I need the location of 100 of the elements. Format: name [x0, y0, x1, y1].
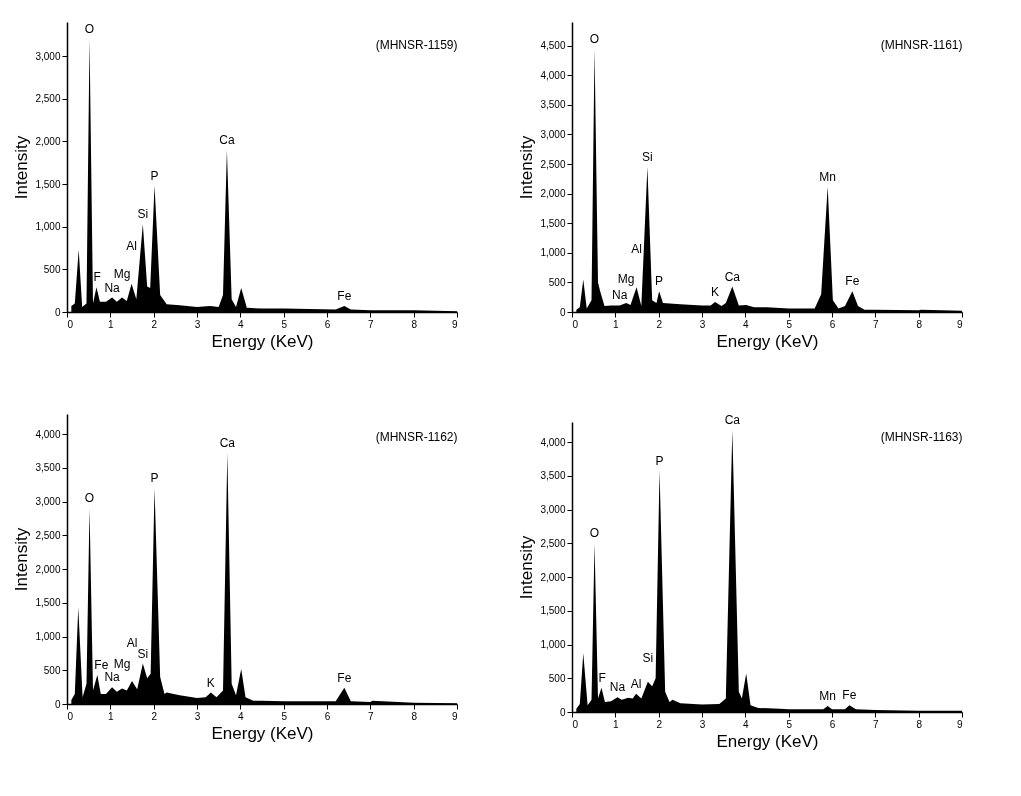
y-tick-label: 500	[43, 664, 61, 676]
y-tick-label: 3,000	[540, 504, 566, 516]
annotation: Na	[104, 670, 121, 685]
x-tick-label: 9	[956, 318, 963, 330]
annotation: Si	[642, 650, 654, 665]
x-tick-label: 3	[699, 318, 706, 330]
annotation: P	[150, 471, 159, 486]
annotation: Fe	[845, 274, 860, 289]
text: (MHNSR-1159)	[375, 38, 458, 52]
x-tick-label: 1	[108, 318, 115, 330]
x-tick-label: 9	[451, 318, 458, 330]
y-tick-label: 1,000	[540, 639, 566, 651]
x-tick-label: 8	[916, 318, 923, 330]
y-tick-label: 1,000	[35, 631, 61, 643]
x-tick-label: 0	[572, 318, 579, 330]
y-tick-label: 4,000	[35, 428, 61, 440]
x-tick-label: 6	[829, 318, 836, 330]
x-tick-label: 6	[324, 318, 331, 330]
x-tick-label: 3	[194, 710, 201, 722]
y-tick-label: 1,500	[540, 605, 566, 617]
annotation: Mg	[113, 657, 131, 672]
y-tick-label: 0	[54, 698, 61, 710]
annotation: Si	[137, 207, 149, 222]
y-tick-label: 1,000	[540, 247, 566, 259]
x-tick-label: 1	[613, 718, 620, 730]
annotation: P	[655, 453, 664, 468]
annotation: Mn	[819, 169, 836, 184]
x-tick-label: 7	[368, 710, 375, 722]
y-tick-label: 0	[559, 306, 566, 318]
x-tick-label: 9	[451, 710, 458, 722]
y-tick-label: 1,500	[540, 217, 566, 229]
annotation: F	[598, 670, 606, 685]
annotation: Al	[126, 636, 138, 651]
annotation: Fe	[337, 670, 352, 685]
y-tick-label: 3,500	[35, 462, 61, 474]
x-tick-label: 5	[786, 318, 793, 330]
annotation: Al	[630, 676, 642, 691]
annotation: K	[206, 675, 215, 690]
annotation: Ca	[219, 436, 236, 451]
x-tick-label: 8	[916, 718, 923, 730]
annotation: Fe	[337, 289, 352, 304]
y-axis-title: Intensity	[12, 527, 32, 592]
x-tick-label: 6	[324, 710, 331, 722]
annotation: Ca	[724, 413, 741, 428]
x-tick-label: 9	[956, 718, 963, 730]
y-tick-label: 1,500	[35, 597, 61, 609]
y-tick-label: 2,000	[540, 188, 566, 200]
x-tick-label: 2	[656, 318, 663, 330]
y-tick-label: 2,500	[35, 529, 61, 541]
annotation: Na	[609, 680, 626, 695]
annotation: P	[655, 274, 664, 289]
x-tick-label: 7	[873, 718, 880, 730]
x-tick-label: 4	[238, 318, 245, 330]
annotation: Fe	[842, 688, 857, 703]
x-tick-label: 0	[572, 718, 579, 730]
x-tick-label: 6	[829, 718, 836, 730]
x-tick-label: 7	[873, 318, 880, 330]
x-tick-label: 1	[613, 318, 620, 330]
x-tick-label: 4	[743, 718, 750, 730]
annotation: Si	[137, 646, 149, 661]
y-axis-title: Intensity	[12, 135, 32, 200]
y-tick-label: 3,000	[35, 50, 61, 62]
y-tick-label: 3,500	[540, 99, 566, 111]
y-tick-label: 3,000	[540, 128, 566, 140]
x-axis-title: Energy (KeV)	[211, 331, 314, 351]
annotation: Mn	[819, 688, 836, 703]
annotation: F	[93, 270, 101, 285]
x-tick-label: 2	[656, 718, 663, 730]
annotation: Al	[631, 242, 642, 257]
annotation: Na	[611, 288, 628, 303]
y-tick-label: 4,000	[540, 69, 566, 81]
y-axis-title: Intensity	[517, 135, 537, 200]
y-axis-title: Intensity	[517, 535, 537, 600]
x-axis-title: Energy (KeV)	[211, 723, 314, 743]
x-tick-label: 4	[743, 318, 750, 330]
y-tick-label: 2,000	[35, 563, 61, 575]
annotation: O	[589, 31, 600, 46]
y-tick-label: 2,000	[540, 571, 566, 583]
text: (MHNSR-1161)	[880, 38, 963, 52]
x-axis-title: Energy (KeV)	[716, 331, 819, 351]
annotation: P	[150, 168, 159, 183]
y-tick-label: 0	[54, 306, 61, 318]
y-tick-label: 500	[548, 672, 566, 684]
y-tick-label: 1,000	[35, 221, 61, 233]
x-tick-label: 2	[151, 318, 158, 330]
text: (MHNSR-1162)	[375, 430, 458, 444]
annotation: O	[84, 22, 95, 37]
x-tick-label: 0	[67, 318, 74, 330]
y-tick-label: 1,500	[35, 178, 61, 190]
y-tick-label: 3,500	[540, 470, 566, 482]
x-tick-label: 3	[699, 718, 706, 730]
annotation: Mg	[113, 266, 131, 281]
x-tick-label: 4	[238, 710, 245, 722]
text: (MHNSR-1163)	[880, 430, 963, 445]
y-tick-label: 3,000	[35, 496, 61, 508]
x-axis-title: Energy (KeV)	[716, 731, 819, 751]
annotation: Mg	[617, 272, 635, 287]
annotation: Ca	[219, 132, 235, 147]
annotation: Ca	[724, 269, 741, 284]
y-tick-label: 2,500	[540, 158, 566, 170]
